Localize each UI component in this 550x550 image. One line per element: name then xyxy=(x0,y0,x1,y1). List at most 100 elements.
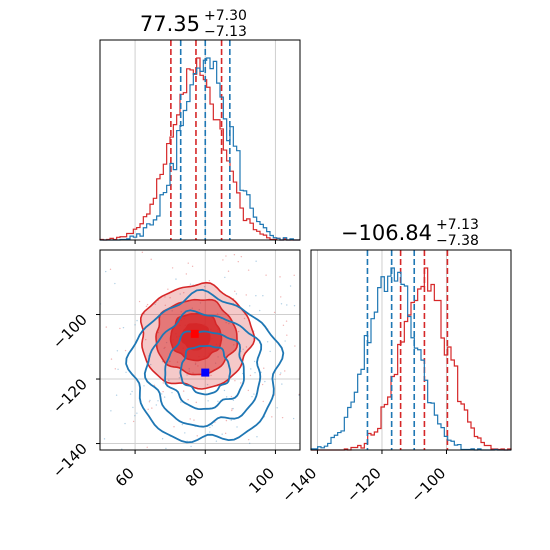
sample-point-blue xyxy=(276,407,278,409)
sample-point-red xyxy=(196,435,198,437)
sample-point-red xyxy=(222,259,224,261)
sample-point-red xyxy=(173,426,175,428)
sample-point-red xyxy=(145,338,147,341)
sample-point-blue xyxy=(180,401,182,403)
sample-point-red xyxy=(164,304,167,306)
sample-point-blue xyxy=(209,426,211,429)
sample-point-red xyxy=(240,382,242,384)
sample-point-blue xyxy=(269,350,271,353)
sample-point-blue xyxy=(280,303,283,305)
sample-point-blue xyxy=(230,419,232,421)
sample-point-red xyxy=(233,254,236,256)
sample-point-blue xyxy=(254,371,256,374)
sample-point-blue xyxy=(155,404,158,406)
sample-point-red xyxy=(273,311,276,314)
sample-point-blue xyxy=(253,360,256,363)
sample-point-red xyxy=(182,390,185,392)
sample-point-red xyxy=(286,334,288,336)
sample-point-red xyxy=(169,297,171,299)
sample-point-red xyxy=(245,294,247,296)
title-top-minus: −7.13 xyxy=(204,24,247,40)
sample-point-red xyxy=(185,273,188,275)
sample-point-blue xyxy=(235,293,238,295)
panel-frame xyxy=(310,249,512,451)
sample-point-blue xyxy=(286,304,288,306)
sample-point-red xyxy=(265,274,267,276)
sample-point-blue xyxy=(124,422,126,425)
sample-point-red xyxy=(150,258,152,261)
sample-point-red xyxy=(193,419,195,421)
sample-point-blue xyxy=(136,412,138,414)
sample-point-red xyxy=(225,419,228,422)
sample-point-blue xyxy=(136,319,138,322)
sample-point-blue xyxy=(209,431,211,433)
sample-point-red xyxy=(231,409,233,412)
title-right-main: −106.84 xyxy=(341,221,432,245)
sample-point-blue xyxy=(168,379,170,382)
sample-point-blue xyxy=(110,410,112,412)
sample-point-blue xyxy=(206,383,209,386)
contour-blue-level xyxy=(179,345,232,396)
sample-point-red xyxy=(237,330,240,333)
sample-point-blue xyxy=(264,380,266,383)
sample-point-red xyxy=(261,383,264,386)
sample-point-blue xyxy=(165,447,167,450)
sample-point-blue xyxy=(161,360,164,363)
sample-point-red xyxy=(224,432,227,435)
sample-point-red xyxy=(279,276,281,278)
joint-contour-panel: 60 80 100 −100 −120 −140 xyxy=(49,249,301,497)
title-right-minus: −7.38 xyxy=(436,233,479,249)
sample-point-red xyxy=(119,327,121,330)
sample-point-blue xyxy=(232,399,235,402)
sample-point-blue xyxy=(293,305,296,307)
sample-point-blue xyxy=(255,295,257,297)
sample-point-red xyxy=(230,395,233,398)
sample-point-blue xyxy=(161,393,163,395)
sample-point-blue xyxy=(189,283,192,285)
x-tick-label: −140 xyxy=(278,464,320,506)
sample-point-red xyxy=(187,262,189,264)
sample-point-blue xyxy=(171,391,173,394)
histogram-red xyxy=(99,57,300,241)
sample-point-blue xyxy=(207,400,209,402)
sample-point-red xyxy=(146,303,149,306)
sample-point-blue xyxy=(289,285,292,287)
sample-point-blue xyxy=(129,393,132,395)
marker-marker_red xyxy=(190,329,199,338)
sample-point-red xyxy=(167,288,169,290)
contour-blue-level xyxy=(143,309,263,428)
sample-point-red xyxy=(227,270,230,272)
sample-point-blue xyxy=(163,396,166,398)
x-tick-label: −120 xyxy=(343,464,385,506)
histogram-blue xyxy=(310,267,511,451)
sample-point-red xyxy=(171,267,174,269)
sample-point-blue xyxy=(236,426,238,428)
sample-point-blue xyxy=(242,348,244,350)
sample-point-red xyxy=(148,401,151,403)
sample-point-red xyxy=(247,269,250,271)
title-right-plus: +7.13 xyxy=(436,217,479,233)
sample-point-blue xyxy=(215,440,218,442)
sample-point-red xyxy=(245,346,248,348)
y-tick-label: −120 xyxy=(49,375,91,417)
sample-point-blue xyxy=(266,341,269,343)
sample-point-red xyxy=(114,368,117,370)
x-tick-label: 100 xyxy=(245,464,278,497)
sample-point-red xyxy=(162,382,164,384)
histogram-red xyxy=(311,267,512,451)
sample-point-blue xyxy=(274,378,276,380)
sample-point-red xyxy=(183,292,185,294)
sample-point-blue xyxy=(179,293,181,295)
sample-point-red xyxy=(189,418,191,420)
sample-point-blue xyxy=(292,417,295,420)
sample-point-red xyxy=(282,324,285,326)
sample-point-red xyxy=(110,358,113,360)
sample-point-blue xyxy=(284,340,286,342)
sample-point-red xyxy=(162,390,164,393)
sample-point-red xyxy=(208,280,211,282)
sample-point-blue xyxy=(256,436,258,438)
marginal-x-histogram xyxy=(99,39,301,244)
sample-point-blue xyxy=(103,438,106,440)
sample-point-red xyxy=(138,300,141,303)
sample-point-blue xyxy=(105,270,107,273)
